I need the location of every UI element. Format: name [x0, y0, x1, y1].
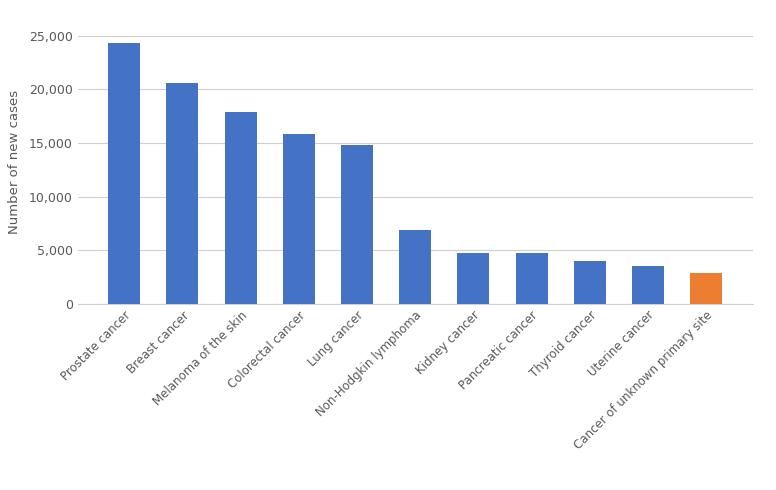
Y-axis label: Number of new cases: Number of new cases: [8, 90, 20, 234]
Bar: [167, 83, 199, 304]
Bar: [632, 266, 663, 304]
Bar: [109, 43, 140, 304]
Bar: [573, 261, 606, 304]
Bar: [515, 253, 548, 304]
Bar: [341, 145, 373, 304]
Bar: [690, 273, 722, 304]
Bar: [457, 253, 490, 304]
Bar: [282, 134, 315, 304]
Bar: [224, 112, 257, 304]
Bar: [399, 230, 431, 304]
